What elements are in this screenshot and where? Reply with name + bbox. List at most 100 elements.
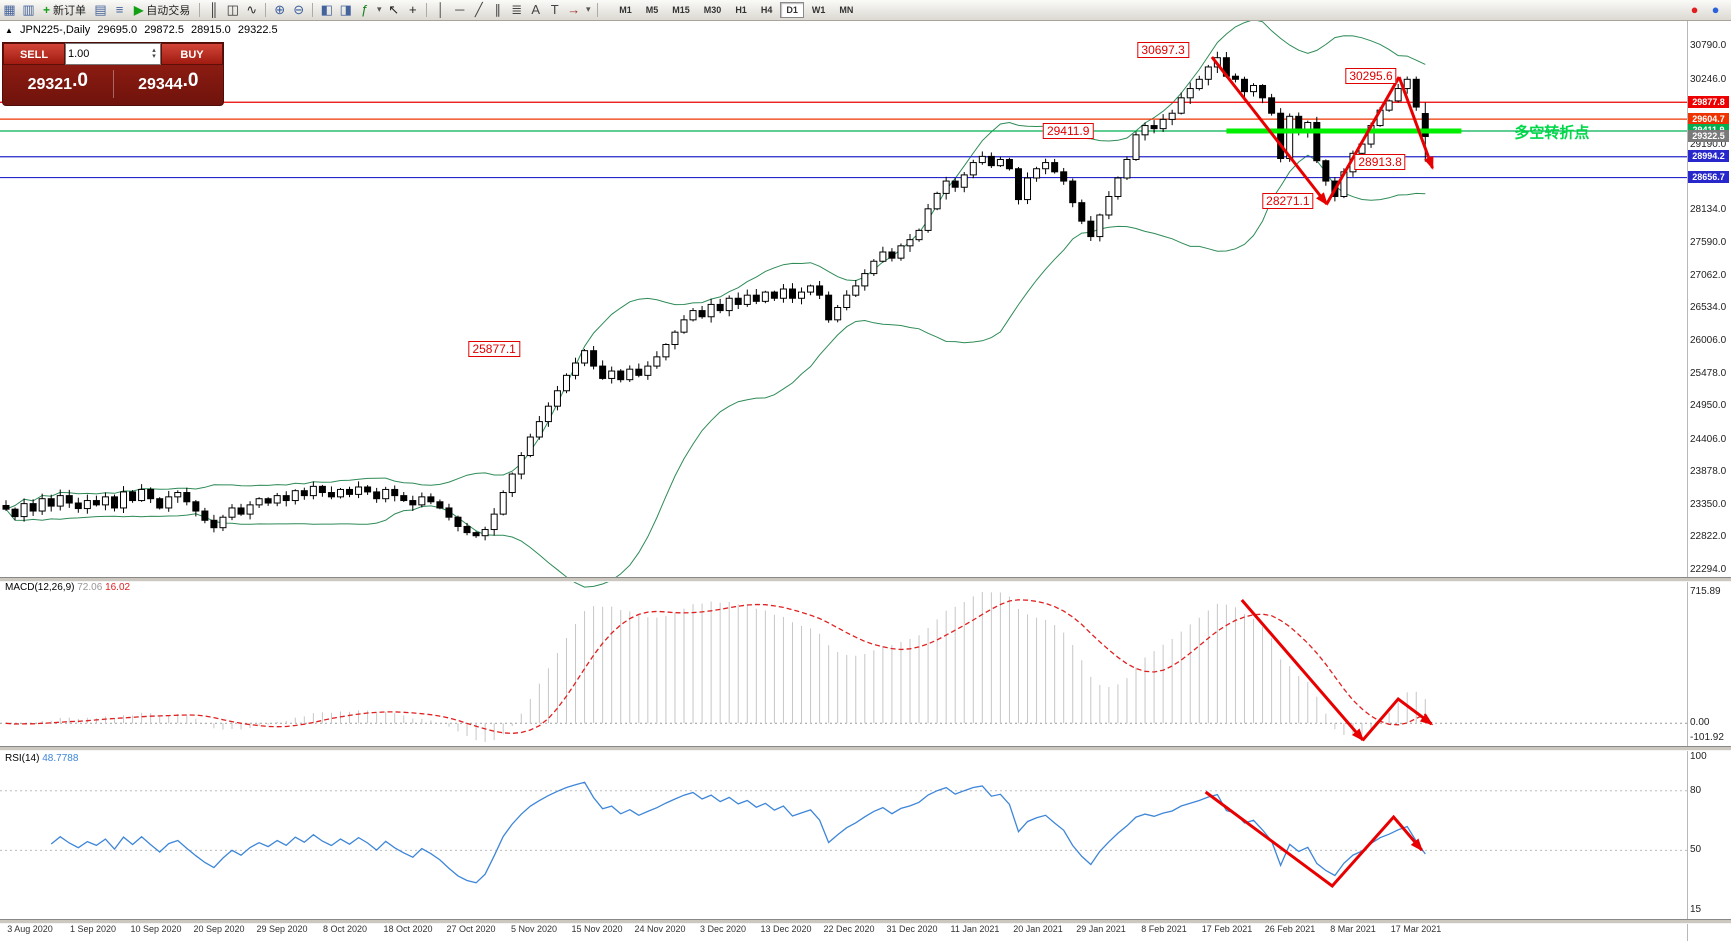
panel-separator[interactable] xyxy=(0,746,1731,751)
sell-price-frac: .0 xyxy=(72,70,88,91)
date-axis-label: 18 Oct 2020 xyxy=(383,924,433,934)
zoom-out-icon[interactable]: ⊖ xyxy=(293,2,305,17)
price-axis-label: 23878.0 xyxy=(1690,466,1727,478)
date-axis-label: 5 Nov 2020 xyxy=(510,924,558,934)
price-axis-label: 25478.0 xyxy=(1690,367,1727,379)
price-tag: 28656.7 xyxy=(1688,171,1729,184)
symbol-name: JPN225-,Daily xyxy=(19,24,91,36)
timeframe-bar: M1 M5 M15 M30 H1 H4 D1 W1 MN xyxy=(612,2,860,18)
indicator-axis-label: 100 xyxy=(1690,751,1707,762)
price-annotation[interactable]: 30697.3 xyxy=(1137,41,1189,58)
volume-box: ▴ ▾ xyxy=(65,43,161,65)
price-annotation[interactable]: 25877.1 xyxy=(468,341,520,357)
toolbar: ▦ ▥ + 新订单 ▤ ≡ ▶ 自动交易 ║ ◫ ∿ ⊕ ⊖ ◧ ◨ ƒ ▾ ↖ + │ ─ ╱ ∥ ≣ A T → ▾ M1 M5 M1… xyxy=(0,0,1731,21)
price-axis-label: 24406.0 xyxy=(1690,433,1727,445)
autotrading-button[interactable]: ▶ 自动交易 xyxy=(129,0,195,20)
timeframe-h4-button[interactable]: H4 xyxy=(760,5,773,15)
price-axis-label: 30246.0 xyxy=(1690,73,1727,85)
chart-profiles-icon[interactable]: ▥ xyxy=(22,2,35,17)
sell-price-button[interactable]: 29321.0 xyxy=(3,70,113,95)
toolbar-separator xyxy=(312,3,314,17)
volume-down-arrow[interactable]: ▾ xyxy=(152,53,156,60)
timeframe-m30-button[interactable]: M30 xyxy=(703,5,722,15)
price-annotation[interactable]: 28913.8 xyxy=(1354,153,1406,170)
new-chart-icon[interactable]: ▦ xyxy=(3,2,16,17)
bar-chart-icon[interactable]: ║ xyxy=(209,2,219,17)
date-axis-label: 8 Mar 2021 xyxy=(1330,924,1376,934)
macd-main-value: 72.06 xyxy=(77,582,103,593)
line-chart-icon[interactable]: ∿ xyxy=(246,2,258,17)
price-annotation[interactable]: 30295.6 xyxy=(1345,68,1397,85)
date-axis-label: 13 Dec 2020 xyxy=(760,924,812,934)
date-axis-label: 17 Feb 2021 xyxy=(1201,924,1253,934)
date-axis-label: 3 Dec 2020 xyxy=(699,924,747,934)
text-label-icon[interactable]: T xyxy=(550,2,559,17)
navigator-icon[interactable]: ≡ xyxy=(115,2,124,17)
buy-price-button[interactable]: 29344.0 xyxy=(114,70,224,95)
timeframe-mn-button[interactable]: MN xyxy=(839,5,854,15)
cascade-windows-icon[interactable]: ◨ xyxy=(339,2,352,17)
indicator-list-caret-icon[interactable]: ▾ xyxy=(376,4,382,14)
channel-icon[interactable]: ∥ xyxy=(494,2,502,17)
new-order-button-label: 新订单 xyxy=(53,5,87,17)
ohlc-low: 28915.0 xyxy=(191,24,231,36)
rsi-value: 48.7788 xyxy=(42,753,79,764)
date-axis-label: 8 Feb 2021 xyxy=(1141,924,1187,934)
price-axis-label: 26534.0 xyxy=(1690,302,1727,314)
timeframe-m15-button[interactable]: M15 xyxy=(672,5,690,15)
indicator-axis-label: 80 xyxy=(1690,784,1702,796)
rsi-panel-label: RSI(14) 48.7788 xyxy=(5,753,78,764)
objects-caret-icon[interactable]: ▾ xyxy=(585,4,591,14)
arrow-objects-icon[interactable]: → xyxy=(567,2,581,17)
timeframe-m5-button[interactable]: M5 xyxy=(645,5,659,15)
date-axis-label: 17 Mar 2021 xyxy=(1390,924,1442,934)
price-annotation[interactable]: 29411.9 xyxy=(1042,122,1094,139)
price-annotation[interactable]: 28271.1 xyxy=(1262,193,1314,210)
macd-name: MACD(12,26,9) xyxy=(5,582,75,593)
market-watch-icon[interactable]: ▤ xyxy=(94,2,107,17)
date-axis-label: 8 Oct 2020 xyxy=(322,924,368,934)
crosshair-icon[interactable]: + xyxy=(408,2,417,17)
horizontal-line-icon[interactable]: ─ xyxy=(455,2,465,17)
autotrading-button-icon: ▶ xyxy=(134,3,144,17)
date-axis-label: 1 Sep 2020 xyxy=(69,924,117,934)
timeframe-d1-button[interactable]: D1 xyxy=(780,2,804,18)
collapse-trade-panel-icon[interactable]: ▲ xyxy=(5,26,13,35)
tile-windows-icon[interactable]: ◧ xyxy=(320,2,333,17)
price-axis-rule xyxy=(1687,20,1688,941)
date-axis-label: 20 Jan 2021 xyxy=(1013,924,1063,934)
indicator-axis-label: 15 xyxy=(1690,904,1702,915)
toolbar-separator xyxy=(265,3,267,17)
price-tag: 28994.2 xyxy=(1688,150,1729,163)
zoom-in-icon[interactable]: ⊕ xyxy=(274,2,286,17)
price-axis-label: 27590.0 xyxy=(1690,237,1727,249)
fibonacci-icon[interactable]: ≣ xyxy=(511,2,523,17)
community-badge-icon[interactable]: ● xyxy=(1711,2,1720,17)
date-axis-label: 22 Dec 2020 xyxy=(823,924,875,934)
volume-input[interactable] xyxy=(66,48,148,60)
sell-button[interactable]: SELL xyxy=(3,43,65,65)
vertical-line-icon[interactable]: │ xyxy=(436,2,445,17)
buy-price: 29344 xyxy=(138,76,183,93)
panel-separator[interactable] xyxy=(0,919,1731,924)
date-axis-label: 3 Aug 2020 xyxy=(7,924,53,934)
add-indicator-icon[interactable]: ƒ xyxy=(361,2,369,17)
timeframe-m1-button[interactable]: M1 xyxy=(619,5,632,15)
trendline-icon[interactable]: ╱ xyxy=(474,2,483,17)
candlestick-chart-icon[interactable]: ◫ xyxy=(226,2,239,17)
toolbar-separator xyxy=(597,3,599,17)
date-axis-label: 24 Nov 2020 xyxy=(634,924,686,934)
indicator-axis-label: -101.92 xyxy=(1690,732,1724,743)
new-order-button[interactable]: + 新订单 xyxy=(38,0,91,20)
ohlc-open: 29695.0 xyxy=(97,24,138,36)
timeframe-h1-button[interactable]: H1 xyxy=(735,5,747,15)
buy-button[interactable]: BUY xyxy=(161,43,223,65)
price-tag: 29877.8 xyxy=(1688,95,1729,108)
news-badge-icon[interactable]: ● xyxy=(1690,2,1699,17)
cursor-icon[interactable]: ↖ xyxy=(388,2,400,17)
timeframe-w1-button[interactable]: W1 xyxy=(811,5,826,15)
date-axis-label: 11 Jan 2021 xyxy=(950,924,1000,934)
toolbar-separator xyxy=(426,3,428,17)
text-icon[interactable]: A xyxy=(531,2,541,17)
